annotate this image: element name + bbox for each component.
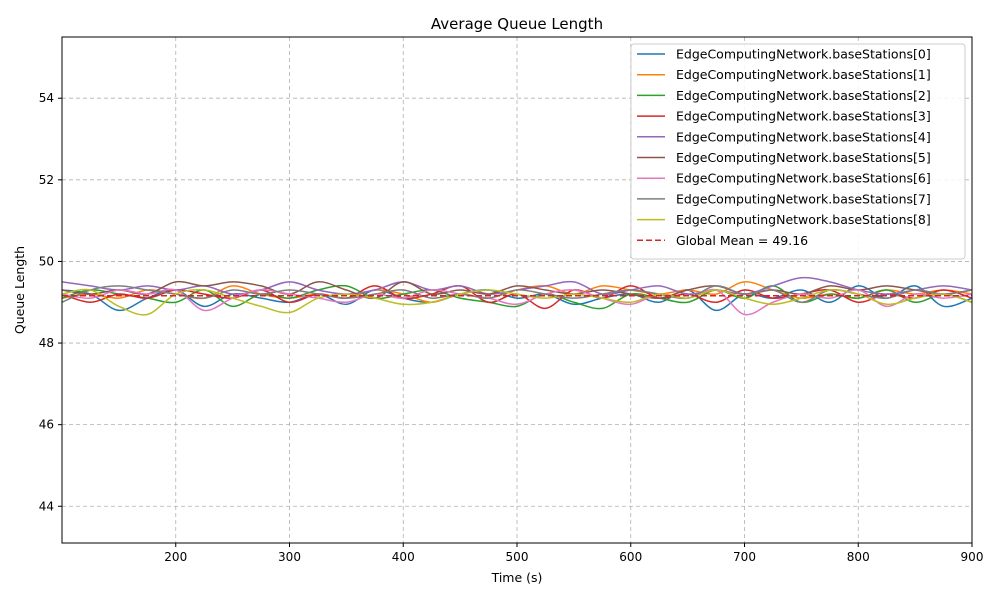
x-tick-label: 700 <box>733 550 756 564</box>
y-axis-label: Queue Length <box>12 246 27 334</box>
y-tick-label: 46 <box>39 418 54 432</box>
legend-entry-0-label: EdgeComputingNetwork.baseStations[0] <box>676 47 931 62</box>
x-tick-label: 200 <box>164 550 187 564</box>
y-tick-label: 50 <box>39 254 54 268</box>
series-line-8 <box>62 288 972 316</box>
y-tick-label: 48 <box>39 336 54 350</box>
legend-entry-6-label: EdgeComputingNetwork.baseStations[6] <box>676 171 931 186</box>
legend-entry-4-label: EdgeComputingNetwork.baseStations[4] <box>676 129 931 144</box>
plot-area <box>62 276 972 316</box>
series-line-0 <box>62 285 972 312</box>
x-tick-label: 900 <box>961 550 984 564</box>
y-tick-label: 54 <box>39 91 54 105</box>
series-line-7 <box>62 285 972 303</box>
legend-entry-mean-label: Global Mean = 49.16 <box>676 233 808 248</box>
series-line-5 <box>62 280 972 300</box>
x-axis-ticks: 200 300 400 500 600 700 800 900 <box>164 543 983 564</box>
x-tick-label: 300 <box>278 550 301 564</box>
x-tick-label: 500 <box>506 550 529 564</box>
y-axis-ticks: 44 46 48 50 52 54 <box>39 91 62 513</box>
x-tick-label: 800 <box>847 550 870 564</box>
x-tick-label: 600 <box>619 550 642 564</box>
series-line-6 <box>62 288 972 316</box>
y-tick-label: 44 <box>39 499 54 513</box>
chart-title: Average Queue Length <box>431 15 603 33</box>
legend-entry-3-label: EdgeComputingNetwork.baseStations[3] <box>676 109 931 124</box>
x-tick-label: 400 <box>392 550 415 564</box>
legend-box <box>630 43 966 260</box>
legend-entry-2-label: EdgeComputingNetwork.baseStations[2] <box>676 88 931 103</box>
legend-entry-1-label: EdgeComputingNetwork.baseStations[1] <box>676 67 931 82</box>
legend-entry-5-label: EdgeComputingNetwork.baseStations[5] <box>676 150 931 165</box>
legend-entry-8-label: EdgeComputingNetwork.baseStations[8] <box>676 212 931 227</box>
legend: EdgeComputingNetwork.baseStations[0] Edge… <box>630 43 966 260</box>
legend-entry-7-label: EdgeComputingNetwork.baseStations[7] <box>676 191 931 206</box>
x-axis-label: Time (s) <box>491 570 543 585</box>
y-tick-label: 52 <box>39 173 54 187</box>
